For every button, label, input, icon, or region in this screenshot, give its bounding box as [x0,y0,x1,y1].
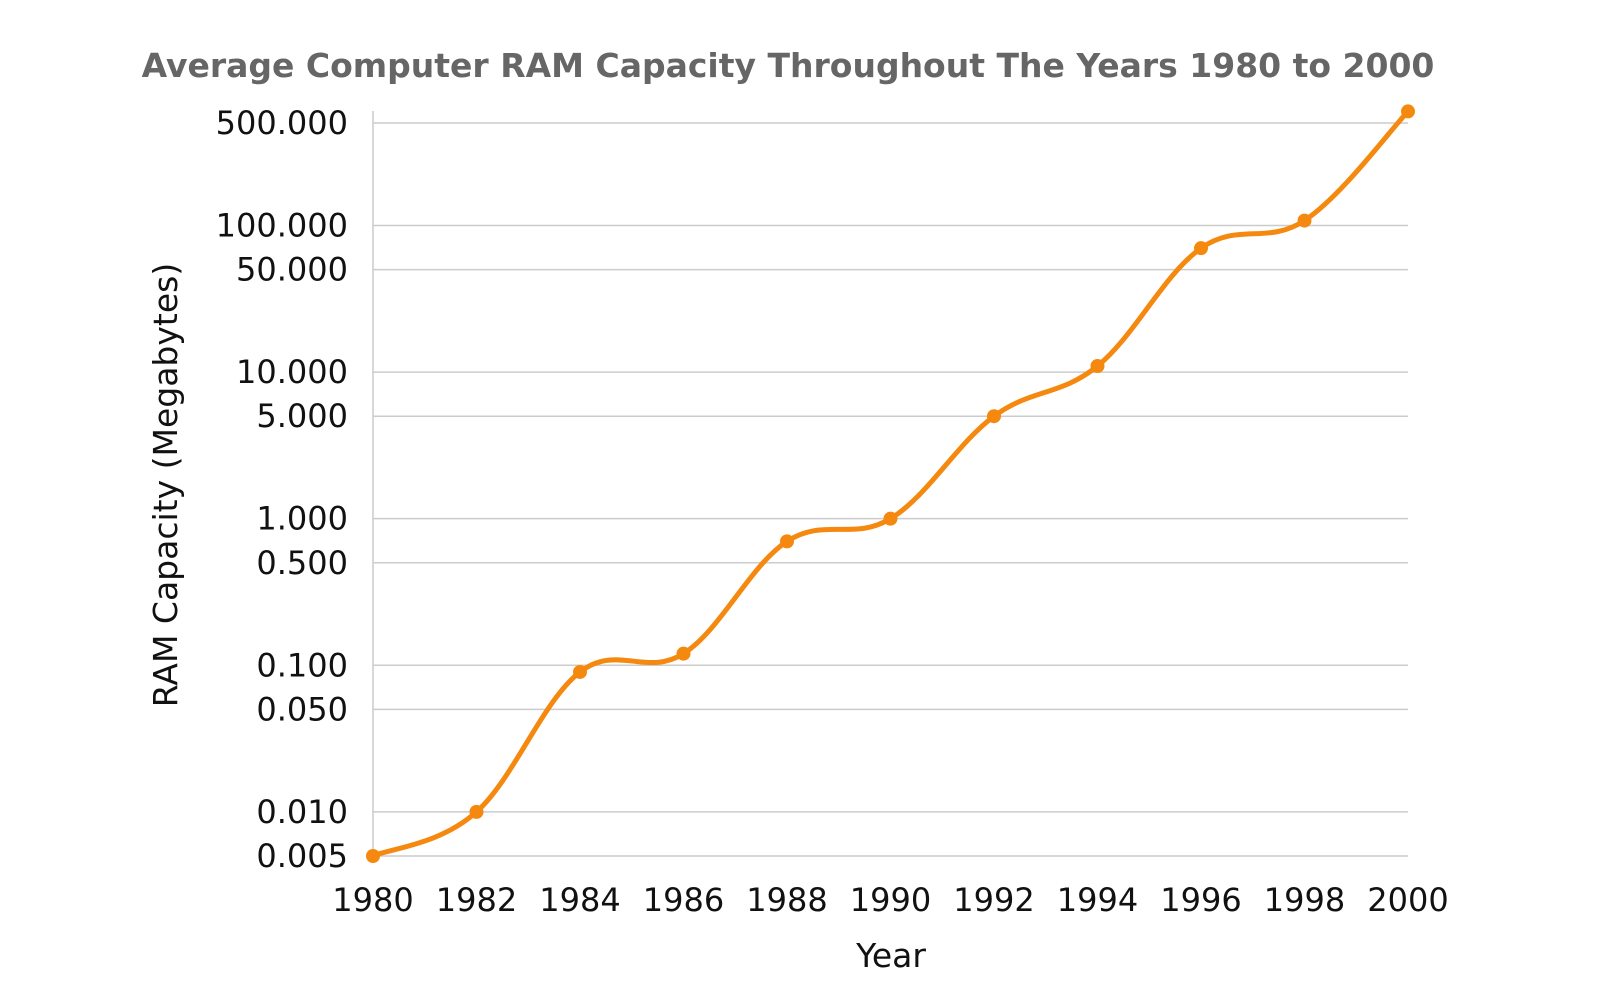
data-point-1992 [987,409,1001,424]
x-axis-label: Year [855,936,926,975]
data-point-2000 [1401,104,1415,119]
x-tick-labels: 1980 1982 1984 1986 1988 1990 1992 1994 1996 1998… [332,881,1448,919]
y-tick-label: 0.010 [256,793,348,831]
y-tick-labels: 0.005 0.010 0.050 0.100 0.500 1.000 5.000 10.00… [216,104,348,875]
x-tick-label: 2000 [1367,881,1448,919]
series-line [370,108,1411,859]
chart-title: Average Computer RAM Capacity Throughout… [142,46,1435,85]
y-tick-label: 500.000 [216,104,348,142]
x-tick-label: 1992 [953,881,1034,919]
x-tick-label: 1984 [539,881,620,919]
x-tick-label: 1996 [1160,881,1241,919]
x-tick-label: 1988 [746,881,827,919]
data-point-1986 [676,646,691,661]
data-point-1982 [469,804,484,819]
data-point-1994 [1090,359,1105,374]
data-point-1990 [883,511,898,526]
y-tick-label: 5.000 [256,397,348,435]
y-tick-label: 0.100 [256,646,348,684]
x-tick-label: 1980 [332,881,413,919]
y-tick-label: 100.000 [216,206,348,244]
data-point-1984 [573,664,587,679]
data-point-1988 [780,534,794,549]
x-tick-label: 1998 [1264,881,1345,919]
y-tick-label: 10.000 [236,353,348,391]
data-point-1980 [366,849,380,863]
x-tick-label: 1994 [1057,881,1138,919]
data-point-1996 [1194,241,1208,256]
x-tick-label: 1986 [643,881,724,919]
x-tick-label: 1990 [850,881,931,919]
y-axis-label: RAM Capacity (Megabytes) [146,263,185,707]
data-point-1998 [1297,213,1312,228]
y-tick-label: 50.000 [236,251,348,289]
y-tick-label: 1.000 [256,500,348,538]
y-tick-label: 0.050 [256,690,348,728]
y-tick-label: 0.500 [256,544,348,582]
data-points [366,104,1415,863]
x-tick-label: 1982 [436,881,517,919]
y-tick-label: 0.005 [256,837,348,875]
